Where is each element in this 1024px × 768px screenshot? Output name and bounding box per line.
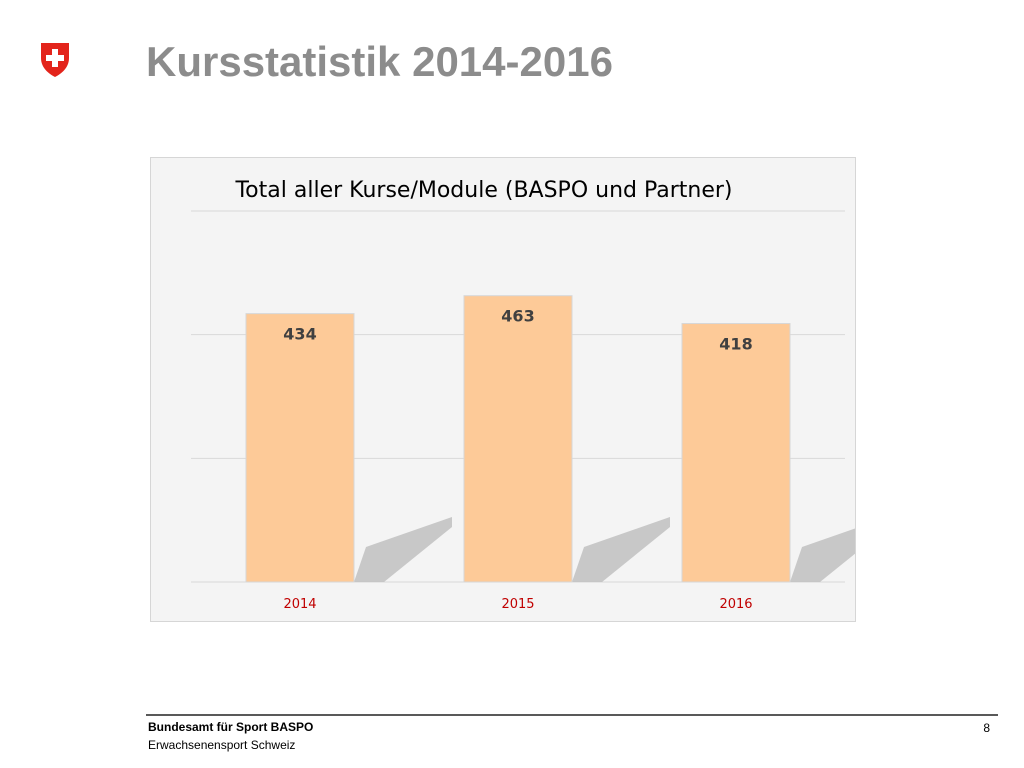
chart-frame: Total aller Kurse/Module (BASPO und Part… [150,157,856,622]
bar-shadow [354,517,452,582]
x-tick-label-2015: 2015 [501,597,534,612]
footer-divider [146,714,998,716]
bar-chart: Total aller Kurse/Module (BASPO und Part… [191,178,855,612]
data-label-2014: 434 [283,325,316,344]
cross-horizontal [46,55,64,61]
x-tick-label-2014: 2014 [283,597,316,612]
bar-2015 [463,295,573,583]
bar-shadow [790,528,855,582]
footer-department: Erwachsenensport Schweiz [148,738,296,752]
labels-layer: 434 2014 463 2015 418 2016 [283,307,752,612]
page-number: 8 [983,721,990,735]
bar-2016 [681,323,791,583]
x-tick-label-2016: 2016 [719,597,752,612]
swiss-cross-shield-icon [41,43,69,77]
chart-title: Total aller Kurse/Module (BASPO und Part… [234,178,732,203]
data-label-2015: 463 [501,307,534,326]
bar-2014 [245,313,355,583]
bar-shadow [572,517,670,582]
data-label-2016: 418 [719,335,752,354]
bars-layer [245,295,855,583]
footer-organization: Bundesamt für Sport BASPO [148,720,314,734]
slide-title: Kursstatistik 2014-2016 [146,38,613,85]
